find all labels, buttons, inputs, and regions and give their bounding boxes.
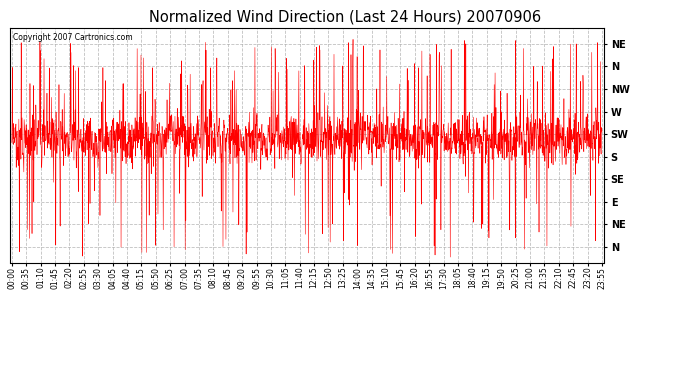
Text: Normalized Wind Direction (Last 24 Hours) 20070906: Normalized Wind Direction (Last 24 Hours… [149, 9, 541, 24]
Text: Copyright 2007 Cartronics.com: Copyright 2007 Cartronics.com [13, 33, 133, 42]
